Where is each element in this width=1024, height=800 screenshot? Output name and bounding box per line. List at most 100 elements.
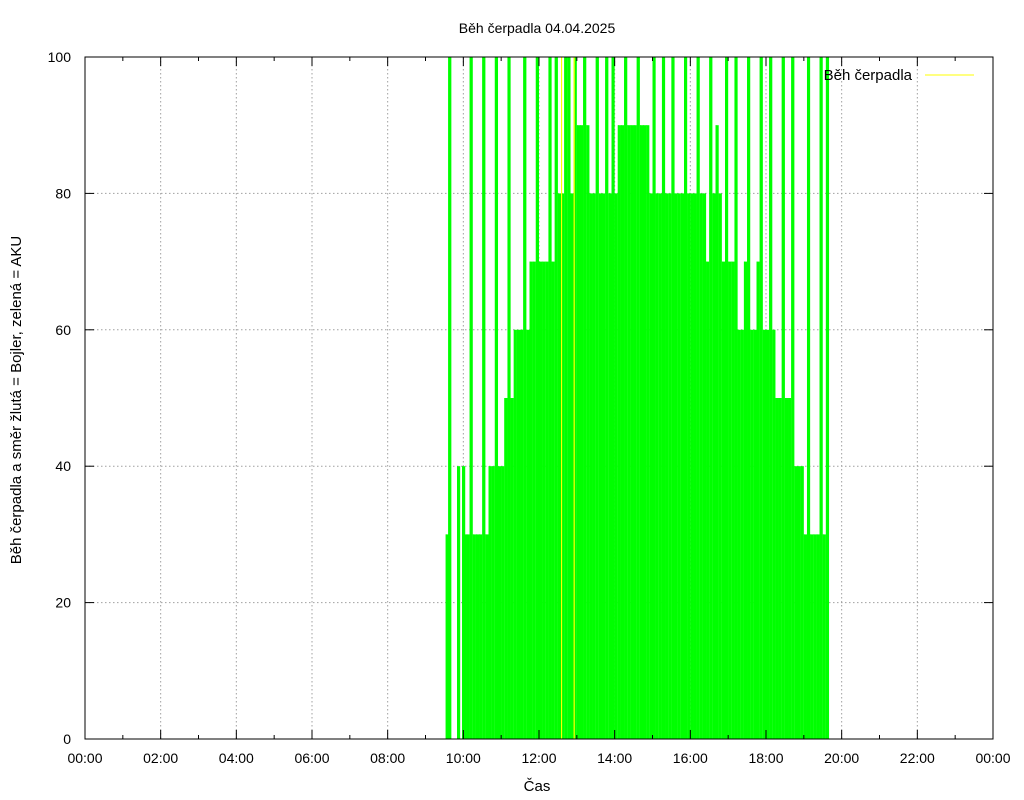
bar [545, 261, 549, 739]
bar [781, 57, 785, 739]
x-tick-label: 20:00 [824, 750, 859, 766]
bar [469, 57, 473, 739]
bar [715, 125, 719, 739]
bar [592, 193, 596, 739]
bar [652, 57, 656, 739]
bar [825, 57, 830, 739]
bar [491, 466, 495, 739]
bar [532, 261, 536, 739]
bar [696, 57, 700, 739]
bar [665, 193, 669, 739]
bar [661, 57, 666, 739]
bar [463, 534, 467, 739]
bar [806, 57, 811, 739]
bar [671, 57, 675, 739]
bar [636, 57, 640, 739]
bar [617, 125, 621, 739]
bar [709, 57, 713, 739]
bar [721, 261, 726, 739]
bar [608, 193, 612, 739]
y-axis-label: Běh čerpadla a směr žlutá = Bojler, zele… [8, 236, 25, 565]
bar [498, 466, 502, 739]
bar [624, 57, 628, 739]
bar [684, 57, 688, 739]
bar [800, 466, 804, 739]
bar [778, 398, 782, 739]
bar [551, 261, 555, 739]
bar [570, 193, 574, 739]
bar [655, 193, 659, 739]
bar [784, 398, 789, 739]
x-tick-label: 18:00 [748, 750, 783, 766]
bar [822, 534, 826, 739]
bar [510, 398, 514, 739]
bar [457, 466, 461, 739]
bar [737, 329, 741, 739]
bar [693, 193, 697, 739]
bar [788, 398, 792, 739]
bar [602, 193, 606, 739]
bar [813, 534, 817, 739]
y-tick-label: 40 [55, 458, 71, 474]
y-tick-label: 100 [48, 49, 72, 65]
bar [448, 57, 452, 739]
bar [567, 57, 571, 739]
x-tick-label: 02:00 [143, 750, 178, 766]
bar [620, 125, 625, 739]
chart-title: Běh čerpadla 04.04.2025 [459, 20, 616, 36]
bar [595, 57, 599, 739]
bar [564, 57, 568, 739]
bar [507, 57, 511, 739]
bar [674, 193, 678, 739]
bar [576, 125, 580, 739]
bar [797, 466, 801, 739]
bar [445, 534, 449, 739]
bar [816, 534, 820, 739]
bar [646, 125, 650, 739]
x-tick-label: 12:00 [521, 750, 556, 766]
x-tick-label: 04:00 [219, 750, 254, 766]
bar [605, 57, 609, 739]
bar [611, 57, 615, 739]
bar [472, 534, 476, 739]
x-tick-label: 06:00 [294, 750, 329, 766]
series-0 [445, 57, 830, 739]
y-tick-label: 20 [55, 595, 71, 611]
bar [579, 125, 584, 739]
bar [731, 261, 735, 739]
x-tick-label: 00:00 [975, 750, 1010, 766]
bar [819, 57, 823, 739]
legend: Běh čerpadla [824, 67, 974, 84]
bar [762, 329, 766, 739]
bar [728, 261, 732, 739]
bar [766, 329, 770, 739]
bar [643, 125, 647, 739]
bar [712, 193, 716, 739]
bar [526, 329, 530, 739]
bar [630, 125, 634, 739]
bar [504, 398, 508, 739]
y-tick-label: 80 [55, 185, 71, 201]
x-tick-label: 14:00 [597, 750, 632, 766]
bar [775, 398, 779, 739]
ticks: 00:00 02:00 04:00 06:00 08:00 10:00 12:00 14:00… [48, 49, 1011, 766]
bar [794, 466, 798, 739]
x-tick-label: 08:00 [370, 750, 405, 766]
bar [488, 466, 492, 739]
bar [501, 466, 505, 739]
bar [520, 329, 524, 739]
bar [740, 329, 744, 739]
bar [529, 261, 533, 739]
bar [639, 125, 644, 739]
bar [535, 57, 539, 739]
bar [706, 261, 710, 739]
bar [725, 57, 729, 739]
bar [554, 57, 558, 739]
bar [482, 57, 486, 739]
bar [810, 534, 814, 739]
bar [750, 329, 754, 739]
bar [759, 57, 763, 739]
series-1 [561, 57, 575, 739]
x-axis-label: Čas [524, 778, 551, 795]
